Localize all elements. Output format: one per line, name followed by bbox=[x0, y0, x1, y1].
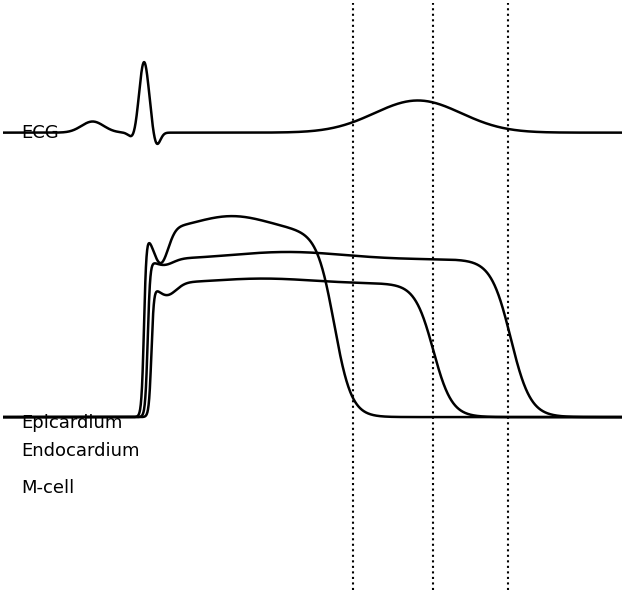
Text: M-cell: M-cell bbox=[21, 479, 74, 497]
Text: ECG: ECG bbox=[21, 123, 59, 142]
Text: Epicardium: Epicardium bbox=[21, 414, 122, 432]
Text: Endocardium: Endocardium bbox=[21, 442, 140, 460]
